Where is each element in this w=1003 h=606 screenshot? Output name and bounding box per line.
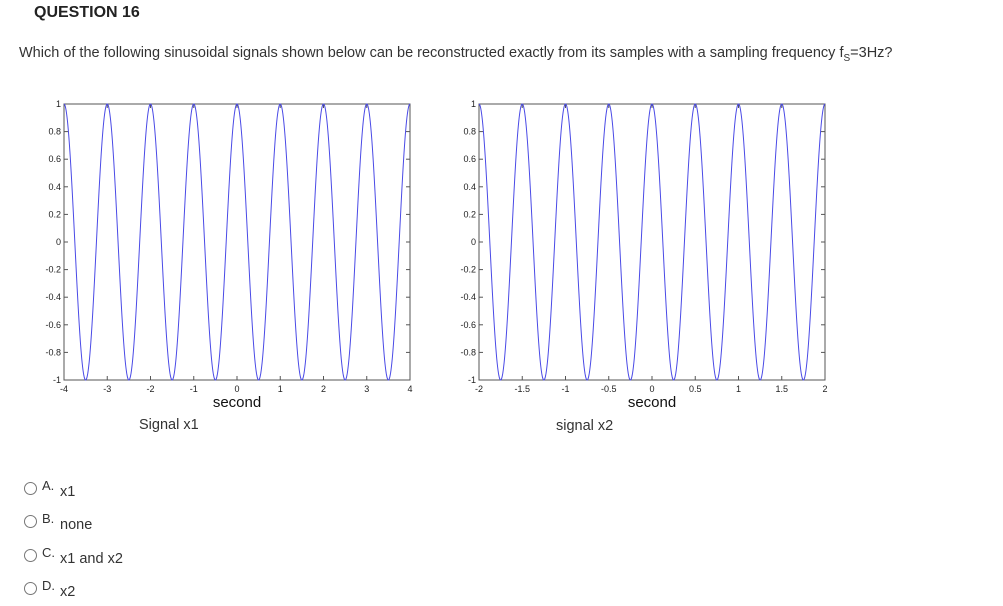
y-tick-label: -0.4 xyxy=(45,292,61,302)
radio-button[interactable] xyxy=(24,482,37,495)
x-axis-label: second xyxy=(213,394,261,411)
y-tick-label: 1 xyxy=(471,99,476,109)
y-tick-label: -0.8 xyxy=(45,347,61,357)
question-text-main: Which of the following sinusoidal signal… xyxy=(19,45,844,61)
y-tick-label: -0.2 xyxy=(460,265,476,275)
y-tick-label: -0.6 xyxy=(45,320,61,330)
question-text-subscript: S xyxy=(843,52,851,64)
y-tick-label: -1 xyxy=(468,375,476,385)
radio-button[interactable] xyxy=(24,549,37,562)
plot-frame xyxy=(63,103,411,381)
x-tick-label: 4 xyxy=(407,384,412,394)
x-tick-label: 2 xyxy=(321,384,326,394)
plot-signal-x2: 1 0.8 0.6 0.4 0.2 0 -0.2 -0.4 -0.6 -0.8 -1 -2 -1.5 -1… xyxy=(449,88,839,423)
question-text-end: =3Hz? xyxy=(850,45,893,61)
y-tick-label: 0.4 xyxy=(48,182,61,192)
x-tick-label: 0.5 xyxy=(689,384,702,394)
x-tick-label: -1 xyxy=(190,384,198,394)
question-text: Which of the following sinusoidal signal… xyxy=(19,45,892,64)
y-tick-label: -0.4 xyxy=(460,292,476,302)
x-tick-label: 1 xyxy=(736,384,741,394)
chart-signal-x1: 10.80.60.40.20-0.2-0.4-0.6-0.8-1-4 -3 -2 -1… xyxy=(45,99,412,411)
x-tick-label: -4 xyxy=(60,384,68,394)
signal-line xyxy=(478,103,826,381)
chart-signal-x2: 10.80.60.40.20-0.2-0.4-0.6-0.8-1-2 -1.5 -1… xyxy=(460,99,827,411)
y-tick-label: 0 xyxy=(56,237,61,247)
plot-frame xyxy=(478,103,826,381)
x-axis-label: second xyxy=(628,394,676,411)
y-tick-label: -0.6 xyxy=(460,320,476,330)
x-tick-label: -3 xyxy=(103,384,111,394)
y-tick-label: 0.6 xyxy=(48,154,61,164)
y-tick-label: 0 xyxy=(471,237,476,247)
y-tick-label: -1 xyxy=(53,375,61,385)
x-tick-label: 3 xyxy=(364,384,369,394)
x-tick-label: 0 xyxy=(234,384,239,394)
x-tick-label: 1 xyxy=(278,384,283,394)
question-title: QUESTION 16 xyxy=(34,4,140,21)
option-text: x1 and x2 xyxy=(60,551,123,567)
option-letter: A. xyxy=(42,478,55,493)
y-tick-label: 0.2 xyxy=(463,209,476,219)
signal-line xyxy=(63,103,411,381)
option-text: x2 xyxy=(60,584,76,600)
x-tick-label: -2 xyxy=(146,384,154,394)
y-tick-label: 0.4 xyxy=(463,182,476,192)
plot-signal-x1: 1 0.8 0.6 0.4 0.2 0 -0.2 -0.4 -0.6 -0.8 -1 -4 -3 -2 -1… xyxy=(34,88,424,423)
y-tick-label: -0.2 xyxy=(45,265,61,275)
x-tick-label: 0 xyxy=(649,384,654,394)
radio-button[interactable] xyxy=(24,582,37,595)
x-tick-label: -0.5 xyxy=(601,384,617,394)
option-text: x1 xyxy=(60,484,76,500)
x-tick-label: -1 xyxy=(561,384,569,394)
y-tick-label: 0.8 xyxy=(463,127,476,137)
x-tick-label: -1.5 xyxy=(514,384,530,394)
y-tick-label: -0.8 xyxy=(460,347,476,357)
caption-signal-x1: Signal x1 xyxy=(139,417,199,433)
caption-signal-x2: signal x2 xyxy=(556,418,614,434)
x-tick-label: 1.5 xyxy=(775,384,788,394)
option-letter: D. xyxy=(42,578,55,593)
option-letter: C. xyxy=(42,545,55,560)
x-tick-label: 2 xyxy=(822,384,827,394)
y-tick-label: 1 xyxy=(56,99,61,109)
option-letter: B. xyxy=(42,511,55,526)
option-text: none xyxy=(60,517,93,533)
radio-button[interactable] xyxy=(24,515,37,528)
y-tick-label: 0.8 xyxy=(48,127,61,137)
y-tick-label: 0.6 xyxy=(463,154,476,164)
y-tick-label: 0.2 xyxy=(48,209,61,219)
x-tick-label: -2 xyxy=(475,384,483,394)
